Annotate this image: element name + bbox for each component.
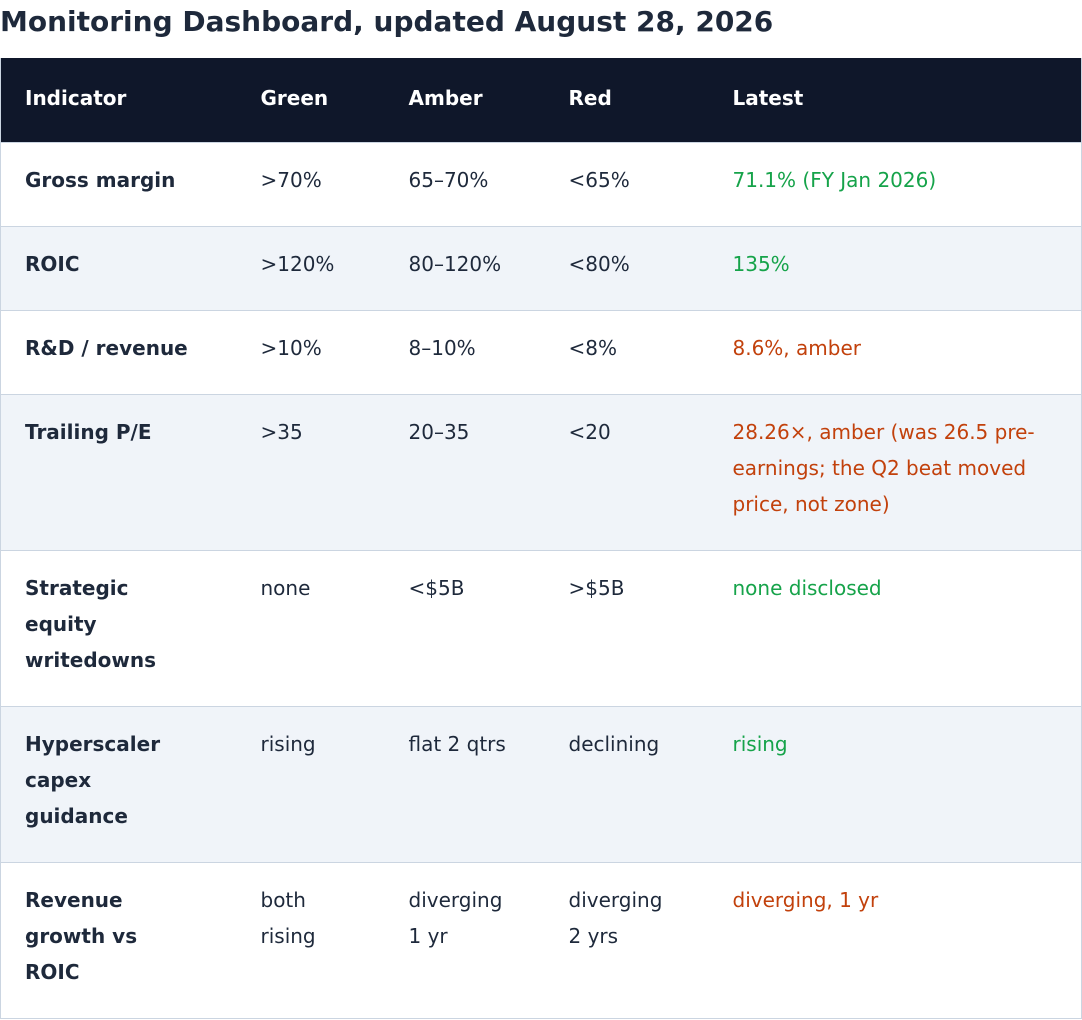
header-red: Red xyxy=(568,85,612,110)
amber-threshold-cell: flat 2 qtrs xyxy=(408,731,506,756)
latest-cell: none disclosed xyxy=(732,575,882,600)
indicator-cell: Trailing P/E xyxy=(25,419,152,444)
green-threshold-cell: >70% xyxy=(260,167,322,192)
green-threshold-cell: rising xyxy=(260,731,316,756)
header-amber: Amber xyxy=(408,85,483,110)
header-latest: Latest xyxy=(732,85,804,110)
amber-threshold-cell: diverging 1 yr xyxy=(408,887,503,948)
table-row: Gross margin >70% 65–70% <65% 71.1% (FY … xyxy=(0,142,1082,226)
latest-cell: rising xyxy=(732,731,788,756)
green-threshold-cell: >120% xyxy=(260,251,335,276)
red-threshold-cell: >$5B xyxy=(568,575,625,600)
amber-threshold-cell: <$5B xyxy=(408,575,465,600)
indicator-cell: Gross margin xyxy=(25,167,176,192)
red-threshold-cell: <80% xyxy=(568,251,630,276)
latest-cell: 8.6%, amber xyxy=(732,335,862,360)
amber-threshold-cell: 8–10% xyxy=(408,335,476,360)
indicator-cell: ROIC xyxy=(25,251,80,276)
header-indicator: Indicator xyxy=(25,85,127,110)
green-threshold-cell: both rising xyxy=(260,887,316,948)
table-row: Trailing P/E >35 20–35 <20 28.26×, amber… xyxy=(0,394,1082,550)
indicator-cell: R&D / revenue xyxy=(25,335,188,360)
table-row: Strategic equity writedowns none <$5B >$… xyxy=(0,550,1082,706)
latest-cell: diverging, 1 yr xyxy=(732,887,879,912)
table-row: ROIC >120% 80–120% <80% 135% xyxy=(0,226,1082,310)
table-header-row: Indicator Green Amber Red Latest xyxy=(0,58,1082,142)
indicator-cell: Strategic equity writedowns xyxy=(25,575,156,672)
amber-threshold-cell: 20–35 xyxy=(408,419,470,444)
indicator-cell: Hyperscaler capex guidance xyxy=(25,731,161,828)
table-row: Hyperscaler capex guidance rising flat 2… xyxy=(0,706,1082,862)
green-threshold-cell: >35 xyxy=(260,419,303,444)
latest-cell: 28.26×, amber (was 26.5 pre-earnings; th… xyxy=(732,419,1035,516)
monitoring-table: Indicator Green Amber Red Latest Gross m… xyxy=(0,58,1082,1019)
green-threshold-cell: >10% xyxy=(260,335,322,360)
red-threshold-cell: diverging 2 yrs xyxy=(568,887,663,948)
header-green: Green xyxy=(260,85,329,110)
indicator-cell: Revenue growth vs ROIC xyxy=(25,887,138,984)
amber-threshold-cell: 65–70% xyxy=(408,167,489,192)
green-threshold-cell: none xyxy=(260,575,311,600)
page-title: Monitoring Dashboard, updated August 28,… xyxy=(0,5,774,38)
table-row: Revenue growth vs ROIC both rising diver… xyxy=(0,862,1082,1018)
latest-cell: 71.1% (FY Jan 2026) xyxy=(732,167,937,192)
red-threshold-cell: <65% xyxy=(568,167,630,192)
red-threshold-cell: <20 xyxy=(568,419,611,444)
amber-threshold-cell: 80–120% xyxy=(408,251,502,276)
red-threshold-cell: declining xyxy=(568,731,660,756)
latest-cell: 135% xyxy=(732,251,790,276)
table-row: R&D / revenue >10% 8–10% <8% 8.6%, amber xyxy=(0,310,1082,394)
monitoring-table-container: Indicator Green Amber Red Latest Gross m… xyxy=(0,58,1082,1019)
red-threshold-cell: <8% xyxy=(568,335,618,360)
